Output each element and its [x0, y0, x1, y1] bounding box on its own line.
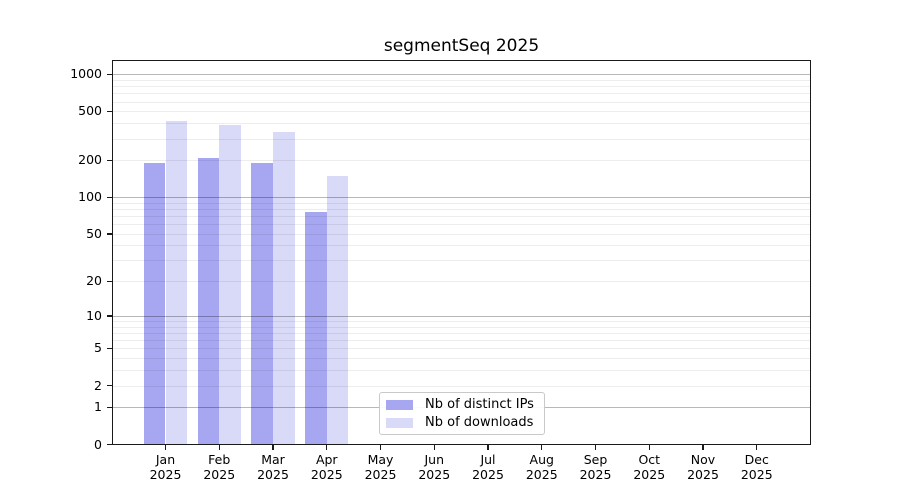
y-tick-label-500: 500 [78, 103, 102, 119]
x-tick-mark-jul [487, 445, 489, 450]
bar-downloads-mar [273, 131, 295, 444]
y-tick-label-2: 2 [94, 377, 102, 393]
x-tick-mark-dec [756, 445, 758, 450]
y-tick-mark-20 [107, 280, 112, 283]
y-tick-mark-50 [107, 233, 112, 235]
y-tick-mark-10 [107, 315, 112, 317]
y-tick-mark-200 [107, 159, 112, 162]
legend-item-distinct-ips: Nb of distinct IPs [386, 397, 538, 412]
gridline-minor-9 [113, 321, 810, 323]
y-tick-mark-100 [107, 196, 112, 198]
x-tick-mark-jan [164, 445, 167, 450]
gridline-major-1000 [113, 74, 810, 76]
gridline-minor-5 [113, 348, 810, 350]
y-tick-mark-1000 [107, 73, 112, 76]
x-tick-label-jan: Jan 2025 [149, 452, 182, 482]
x-tick-label-apr: Apr 2025 [310, 452, 343, 482]
x-tick-label-feb: Feb 2025 [203, 452, 236, 482]
bar-distinct-ips-feb [197, 158, 220, 444]
legend-swatch-distinct-ips [386, 399, 413, 410]
legend-item-downloads: Nb of downloads [386, 415, 538, 430]
x-tick-label-mar: Mar 2025 [257, 452, 289, 482]
gridline-minor-3 [113, 370, 810, 372]
y-tick-label-5: 5 [94, 340, 102, 356]
legend-label-distinct-ips: Nb of distinct IPs [425, 397, 534, 412]
bar-distinct-ips-jan [143, 163, 166, 444]
gridline-minor-60 [113, 224, 810, 226]
gridline-major-10 [113, 315, 810, 317]
plot-area [112, 60, 811, 445]
x-tick-label-sep: Sep 2025 [579, 452, 612, 482]
y-tick-label-100: 100 [78, 189, 102, 205]
x-tick-mark-sep [594, 445, 597, 450]
gridline-minor-40 [113, 245, 810, 247]
x-tick-label-may: May 2025 [364, 452, 397, 482]
y-tick-mark-2 [107, 385, 112, 387]
gridline-minor-400 [113, 123, 810, 125]
gridline-minor-50 [113, 233, 810, 235]
bar-distinct-ips-apr [305, 212, 327, 444]
x-tick-mark-mar [272, 445, 274, 450]
gridline-minor-700 [113, 93, 810, 95]
gridline-minor-2 [113, 385, 810, 387]
y-tick-label-50: 50 [86, 225, 102, 241]
gridline-minor-800 [113, 86, 810, 88]
x-tick-mark-oct [648, 445, 650, 450]
legend-label-downloads: Nb of downloads [425, 415, 534, 430]
x-tick-label-jul: Jul 2025 [472, 452, 504, 482]
y-tick-mark-5 [107, 347, 112, 350]
legend-swatch-downloads [386, 417, 413, 428]
y-tick-label-10: 10 [86, 307, 102, 323]
gridline-minor-6 [113, 340, 810, 342]
gridline-minor-900 [113, 79, 810, 81]
x-tick-mark-apr [326, 445, 328, 450]
x-tick-mark-may [379, 445, 382, 450]
gridline-minor-4 [113, 358, 810, 360]
bar-downloads-apr [326, 175, 349, 444]
gridline-minor-200 [113, 160, 810, 162]
y-tick-label-0: 0 [94, 436, 102, 452]
gridline-minor-20 [113, 281, 810, 283]
gridline-minor-30 [113, 260, 810, 262]
bar-downloads-feb [219, 125, 241, 444]
x-tick-mark-feb [218, 445, 220, 450]
gridline-minor-500 [113, 111, 810, 113]
legend: Nb of distinct IPs Nb of downloads [379, 392, 545, 435]
y-tick-mark-500 [107, 110, 112, 113]
gridline-minor-300 [113, 138, 810, 140]
x-tick-mark-aug [541, 445, 543, 450]
y-tick-mark-0 [107, 444, 112, 446]
gridline-minor-80 [113, 208, 810, 210]
bar-downloads-jan [165, 120, 188, 444]
y-tick-label-20: 20 [86, 273, 102, 289]
gridline-major-100 [113, 197, 810, 199]
x-tick-label-oct: Oct 2025 [633, 452, 666, 482]
gridline-minor-90 [113, 202, 810, 204]
bar-distinct-ips-mar [251, 163, 273, 444]
chart-title: segmentSeq 2025 [383, 36, 540, 56]
x-tick-label-dec: Dec 2025 [740, 452, 773, 482]
x-tick-mark-nov [702, 445, 704, 450]
gridline-minor-8 [113, 326, 810, 328]
y-tick-label-200: 200 [78, 152, 102, 168]
y-tick-label-1000: 1000 [70, 66, 102, 82]
y-tick-label-1: 1 [94, 399, 102, 415]
y-tick-mark-1 [107, 406, 112, 409]
gridline-minor-600 [113, 101, 810, 103]
gridline-minor-7 [113, 333, 810, 335]
gridline-minor-70 [113, 216, 810, 218]
x-tick-label-aug: Aug 2025 [525, 452, 558, 482]
x-tick-mark-jun [433, 445, 435, 450]
x-tick-label-jun: Jun 2025 [418, 452, 451, 482]
x-tick-label-nov: Nov 2025 [687, 452, 719, 482]
